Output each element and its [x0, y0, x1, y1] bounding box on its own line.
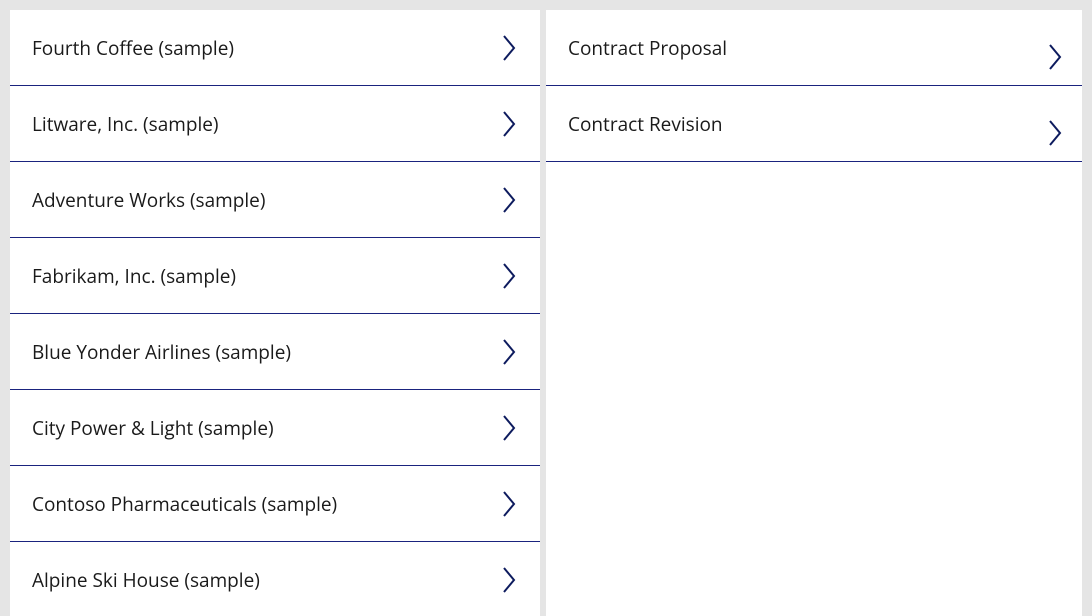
list-item[interactable]: Alpine Ski House (sample) [10, 542, 540, 616]
list-item[interactable]: Blue Yonder Airlines (sample) [10, 314, 540, 390]
list-item-label: Alpine Ski House (sample) [32, 567, 260, 593]
chevron-right-icon [502, 110, 518, 138]
list-item-label: Litware, Inc. (sample) [32, 111, 219, 137]
chevron-right-icon [502, 414, 518, 442]
list-item-label: Contract Revision [568, 111, 723, 137]
list-item[interactable]: Litware, Inc. (sample) [10, 86, 540, 162]
chevron-right-icon [502, 34, 518, 62]
list-item[interactable]: Contract Revision [546, 86, 1082, 162]
list-item-label: Adventure Works (sample) [32, 187, 265, 213]
chevron-right-icon [1048, 119, 1064, 147]
list-item[interactable]: Fourth Coffee (sample) [10, 10, 540, 86]
list-item[interactable]: City Power & Light (sample) [10, 390, 540, 466]
list-item[interactable]: Adventure Works (sample) [10, 162, 540, 238]
contracts-list-panel: Contract Proposal Contract Revision [546, 10, 1082, 616]
list-item-label: Contract Proposal [568, 35, 727, 61]
chevron-right-icon [502, 566, 518, 594]
list-item-label: Fabrikam, Inc. (sample) [32, 263, 236, 289]
chevron-right-icon [502, 262, 518, 290]
chevron-right-icon [502, 338, 518, 366]
chevron-right-icon [502, 186, 518, 214]
chevron-right-icon [1048, 43, 1064, 71]
list-item-label: Contoso Pharmaceuticals (sample) [32, 491, 337, 517]
list-item[interactable]: Fabrikam, Inc. (sample) [10, 238, 540, 314]
list-item[interactable]: Contract Proposal [546, 10, 1082, 86]
accounts-list-panel[interactable]: Fourth Coffee (sample) Litware, Inc. (sa… [10, 10, 540, 616]
list-item-label: Fourth Coffee (sample) [32, 35, 234, 61]
app-container: Fourth Coffee (sample) Litware, Inc. (sa… [10, 10, 1082, 616]
chevron-right-icon [502, 490, 518, 518]
list-item[interactable]: Contoso Pharmaceuticals (sample) [10, 466, 540, 542]
list-item-label: Blue Yonder Airlines (sample) [32, 339, 291, 365]
list-item-label: City Power & Light (sample) [32, 415, 274, 441]
